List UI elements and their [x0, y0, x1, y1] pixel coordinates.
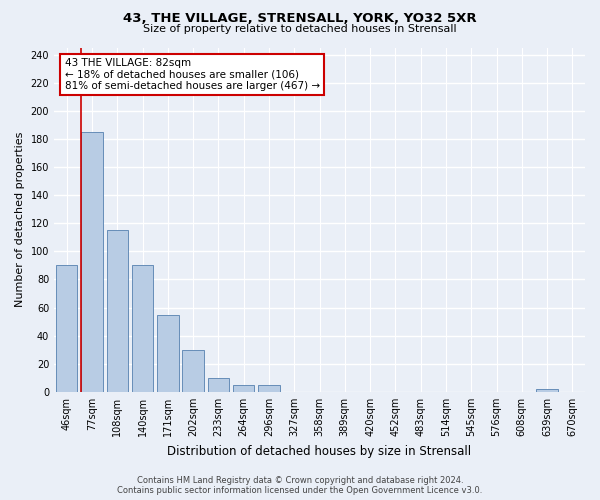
Text: Size of property relative to detached houses in Strensall: Size of property relative to detached ho…	[143, 24, 457, 34]
Bar	[56, 266, 77, 392]
Bar	[157, 314, 179, 392]
Text: 43 THE VILLAGE: 82sqm
← 18% of detached houses are smaller (106)
81% of semi-det: 43 THE VILLAGE: 82sqm ← 18% of detached …	[65, 58, 320, 91]
Bar	[208, 378, 229, 392]
Bar	[81, 132, 103, 392]
X-axis label: Distribution of detached houses by size in Strensall: Distribution of detached houses by size …	[167, 444, 472, 458]
Bar	[536, 389, 558, 392]
Bar	[107, 230, 128, 392]
Text: 43, THE VILLAGE, STRENSALL, YORK, YO32 5XR: 43, THE VILLAGE, STRENSALL, YORK, YO32 5…	[123, 12, 477, 26]
Bar	[182, 350, 204, 392]
Bar	[132, 266, 153, 392]
Text: Contains HM Land Registry data © Crown copyright and database right 2024.
Contai: Contains HM Land Registry data © Crown c…	[118, 476, 482, 495]
Bar	[258, 385, 280, 392]
Y-axis label: Number of detached properties: Number of detached properties	[15, 132, 25, 308]
Bar	[233, 385, 254, 392]
